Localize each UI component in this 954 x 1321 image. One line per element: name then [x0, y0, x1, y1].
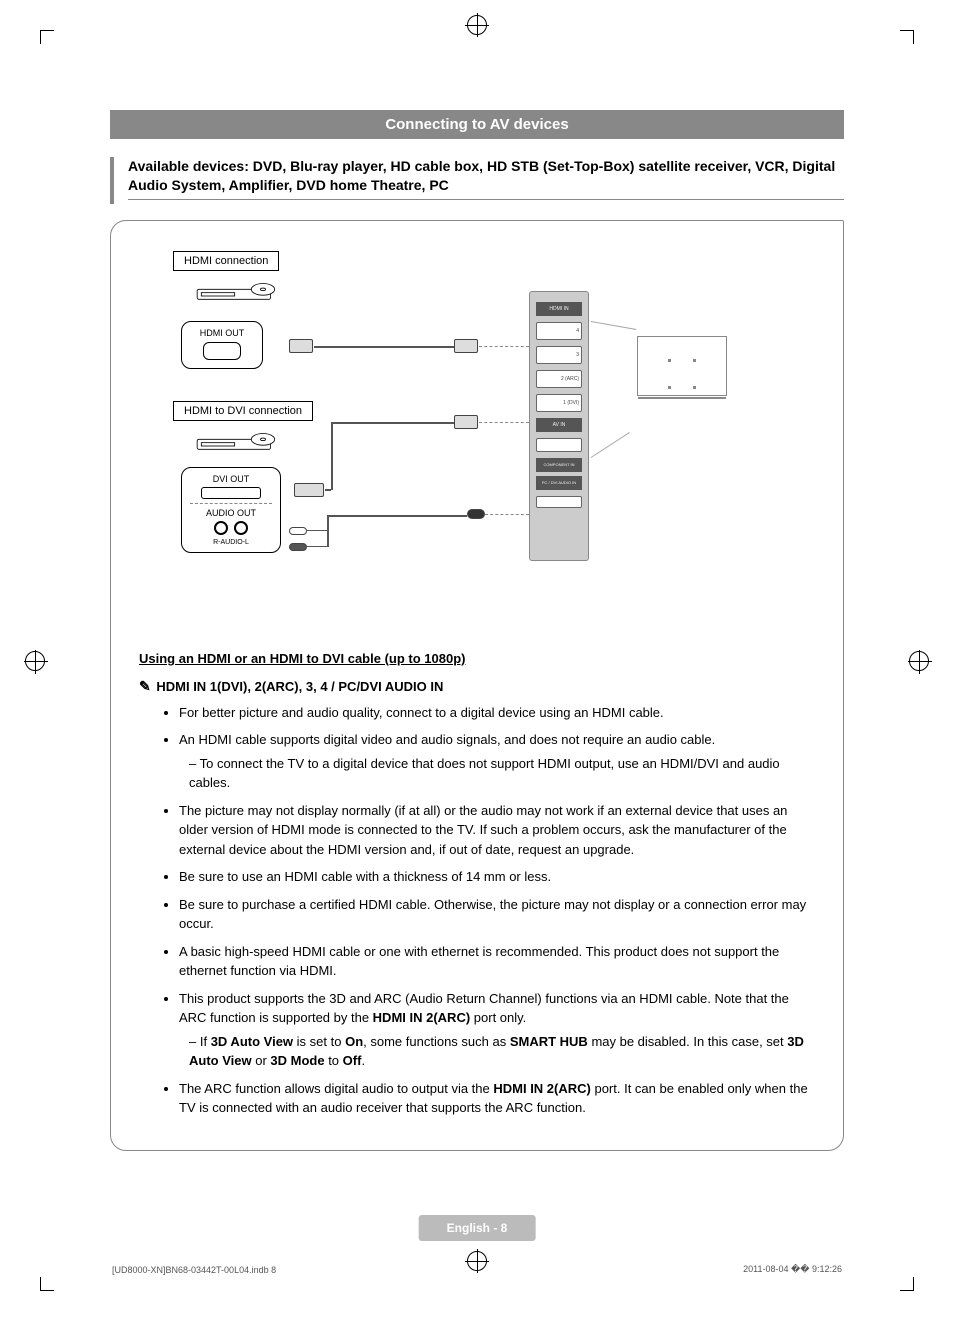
sub-list: If 3D Auto View is set to On, some funct…: [179, 1032, 811, 1071]
dot-icon: [668, 359, 671, 362]
sub-list-item: If 3D Auto View is set to On, some funct…: [189, 1032, 811, 1071]
page-number-badge: English - 8: [419, 1215, 536, 1241]
dot-icon: [693, 359, 696, 362]
tv-outline-icon: [637, 336, 727, 396]
hdmi-connection-label: HDMI connection: [173, 251, 279, 271]
list-item: A basic high-speed HDMI cable or one wit…: [179, 942, 815, 981]
dotted-connection-line: [479, 422, 529, 423]
cable-line: [331, 422, 333, 490]
dvi-plug-icon: [294, 483, 324, 497]
connection-diagram: HDMI connection HDMI to DVI connection H…: [139, 251, 815, 621]
dotted-connection-line: [479, 346, 529, 347]
list-item: The ARC function allows digital audio to…: [179, 1079, 815, 1118]
note-header-text: HDMI IN 1(DVI), 2(ARC), 3, 4 / PC/DVI AU…: [156, 679, 443, 694]
list-item: This product supports the 3D and ARC (Au…: [179, 989, 815, 1071]
hdmi-out-box: HDMI OUT: [181, 321, 263, 369]
dvi-audio-out-box: DVI OUT AUDIO OUT R-AUDIO-L: [181, 467, 281, 553]
sub-list: To connect the TV to a digital device th…: [179, 754, 811, 793]
tv-rear-panel: HDMI IN 4 3 2 (ARC) 1 (DVI) AV IN COMPON…: [529, 291, 589, 561]
dot-icon: [693, 386, 696, 389]
hdmi-out-label: HDMI OUT: [190, 328, 254, 338]
audio-jack-plug-icon: [467, 509, 485, 519]
list-item: An HDMI cable supports digital video and…: [179, 730, 815, 793]
registration-mark: [909, 651, 929, 671]
registration-mark: [467, 15, 487, 35]
cable-line: [327, 515, 467, 517]
available-devices-text: Available devices: DVD, Blu-ray player, …: [128, 158, 835, 193]
disc-player-icon: [193, 281, 283, 301]
cable-line: [307, 546, 327, 547]
section-subtitle: Using an HDMI or an HDMI to DVI cable (u…: [139, 651, 815, 666]
bullet-list: For better picture and audio quality, co…: [139, 703, 815, 1118]
r-audio-l-label: R-AUDIO-L: [190, 539, 272, 546]
available-devices-note: Available devices: DVD, Blu-ray player, …: [110, 157, 844, 210]
hdmi-to-dvi-connection-label: HDMI to DVI connection: [173, 401, 313, 421]
callout-line: [591, 432, 630, 458]
crop-mark: [900, 30, 914, 44]
registration-mark: [25, 651, 45, 671]
hdmi-plug-icon: [454, 339, 478, 353]
horizontal-rule: [128, 199, 844, 200]
hdmi-port-1-dvi: 1 (DVI): [536, 394, 582, 412]
cable-line: [314, 346, 454, 348]
audio-jacks-row: [190, 521, 272, 537]
panel-component-in-label: COMPONENT IN: [536, 458, 582, 472]
note-icon: ✎: [139, 678, 151, 694]
hdmi-port-4: 4: [536, 322, 582, 340]
page-content: Connecting to AV devices Available devic…: [110, 110, 844, 1151]
dot-icon: [668, 386, 671, 389]
hdmi-port-2-arc: 2 (ARC): [536, 370, 582, 388]
page-title: Connecting to AV devices: [110, 110, 844, 139]
audio-plug-icon: [289, 527, 307, 535]
tv-dots: [668, 386, 696, 389]
connection-diagram-container: HDMI connection HDMI to DVI connection H…: [110, 220, 844, 1151]
audio-out-label: AUDIO OUT: [190, 508, 272, 518]
tv-dots: [668, 359, 696, 362]
audio-jack-icon: [214, 521, 228, 535]
dotted-connection-line: [485, 514, 529, 515]
dvi-out-label: DVI OUT: [190, 474, 272, 484]
dvi-connector-icon: [201, 487, 261, 499]
divider: [190, 503, 272, 504]
disc-player-icon: [193, 431, 283, 451]
crop-mark: [40, 1277, 54, 1291]
list-item: Be sure to use an HDMI cable with a thic…: [179, 867, 815, 887]
list-item: Be sure to purchase a certified HDMI cab…: [179, 895, 815, 934]
audio-jack-icon: [234, 521, 248, 535]
sub-list-item: To connect the TV to a digital device th…: [189, 754, 811, 793]
callout-line: [591, 321, 636, 330]
crop-mark: [40, 30, 54, 44]
registration-mark: [467, 1251, 487, 1271]
hdmi-connector-icon: [203, 342, 241, 360]
footer-timestamp: 2011-08-04 �� 9:12:26: [743, 1264, 842, 1275]
list-item: The picture may not display normally (if…: [179, 801, 815, 860]
footer-filename: [UD8000-XN]BN68-03442T-00L04.indb 8: [112, 1265, 276, 1275]
cable-line: [331, 422, 455, 424]
hdmi-port-3: 3: [536, 346, 582, 364]
av-in-port: [536, 438, 582, 452]
list-item: For better picture and audio quality, co…: [179, 703, 815, 723]
pc-dvi-audio-port: [536, 496, 582, 508]
note-header-line: ✎ HDMI IN 1(DVI), 2(ARC), 3, 4 / PC/DVI …: [139, 678, 815, 695]
hdmi-plug-icon: [454, 415, 478, 429]
hdmi-plug-icon: [289, 339, 313, 353]
crop-mark: [900, 1277, 914, 1291]
panel-pc-dvi-audio-label: PC / DVI AUDIO IN: [536, 476, 582, 490]
panel-hdmi-in-label: HDMI IN: [536, 302, 582, 316]
cable-line: [307, 530, 327, 531]
audio-plug-icon: [289, 543, 307, 551]
cable-line: [327, 515, 329, 547]
panel-av-in-label: AV IN: [536, 418, 582, 432]
